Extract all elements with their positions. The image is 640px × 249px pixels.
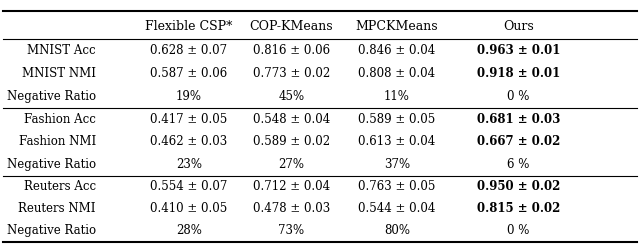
Text: 0.462 ± 0.03: 0.462 ± 0.03 [150, 135, 227, 148]
Text: 0.846 ± 0.04: 0.846 ± 0.04 [358, 44, 435, 57]
Text: 27%: 27% [278, 158, 304, 171]
Text: 28%: 28% [176, 224, 202, 237]
Text: 0.410 ± 0.05: 0.410 ± 0.05 [150, 202, 227, 215]
Text: 0.628 ± 0.07: 0.628 ± 0.07 [150, 44, 227, 57]
Text: 0.417 ± 0.05: 0.417 ± 0.05 [150, 113, 227, 126]
Text: Fashion NMI: Fashion NMI [19, 135, 96, 148]
Text: 73%: 73% [278, 224, 304, 237]
Text: 0.544 ± 0.04: 0.544 ± 0.04 [358, 202, 435, 215]
Text: 0.712 ± 0.04: 0.712 ± 0.04 [253, 180, 330, 193]
Text: Ours: Ours [503, 20, 534, 33]
Text: 0.808 ± 0.04: 0.808 ± 0.04 [358, 67, 435, 80]
Text: 0.763 ± 0.05: 0.763 ± 0.05 [358, 180, 435, 193]
Text: 0.681 ± 0.03: 0.681 ± 0.03 [477, 113, 560, 126]
Text: MNIST NMI: MNIST NMI [22, 67, 96, 80]
Text: 23%: 23% [176, 158, 202, 171]
Text: Negative Ratio: Negative Ratio [7, 158, 96, 171]
Text: MPCKMeans: MPCKMeans [355, 20, 438, 33]
Text: 45%: 45% [278, 90, 304, 103]
Text: Negative Ratio: Negative Ratio [7, 224, 96, 237]
Text: 0.963 ± 0.01: 0.963 ± 0.01 [477, 44, 560, 57]
Text: 80%: 80% [384, 224, 410, 237]
Text: 6 %: 6 % [508, 158, 529, 171]
Text: 0.548 ± 0.04: 0.548 ± 0.04 [253, 113, 330, 126]
Text: 0.478 ± 0.03: 0.478 ± 0.03 [253, 202, 330, 215]
Text: 0.589 ± 0.02: 0.589 ± 0.02 [253, 135, 330, 148]
Text: 11%: 11% [384, 90, 410, 103]
Text: Reuters NMI: Reuters NMI [19, 202, 96, 215]
Text: 0.589 ± 0.05: 0.589 ± 0.05 [358, 113, 435, 126]
Text: Fashion Acc: Fashion Acc [24, 113, 96, 126]
Text: COP-KMeans: COP-KMeans [250, 20, 333, 33]
Text: 0.667 ± 0.02: 0.667 ± 0.02 [477, 135, 560, 148]
Text: MNIST Acc: MNIST Acc [28, 44, 96, 57]
Text: Reuters Acc: Reuters Acc [24, 180, 96, 193]
Text: 0.950 ± 0.02: 0.950 ± 0.02 [477, 180, 560, 193]
Text: 37%: 37% [384, 158, 410, 171]
Text: 0.613 ± 0.04: 0.613 ± 0.04 [358, 135, 435, 148]
Text: Flexible CSP*: Flexible CSP* [145, 20, 232, 33]
Text: 0 %: 0 % [508, 90, 529, 103]
Text: 0 %: 0 % [508, 224, 529, 237]
Text: 0.587 ± 0.06: 0.587 ± 0.06 [150, 67, 227, 80]
Text: 0.773 ± 0.02: 0.773 ± 0.02 [253, 67, 330, 80]
Text: 0.554 ± 0.07: 0.554 ± 0.07 [150, 180, 227, 193]
Text: 19%: 19% [176, 90, 202, 103]
Text: Negative Ratio: Negative Ratio [7, 90, 96, 103]
Text: 0.815 ± 0.02: 0.815 ± 0.02 [477, 202, 560, 215]
Text: 0.918 ± 0.01: 0.918 ± 0.01 [477, 67, 560, 80]
Text: 0.816 ± 0.06: 0.816 ± 0.06 [253, 44, 330, 57]
